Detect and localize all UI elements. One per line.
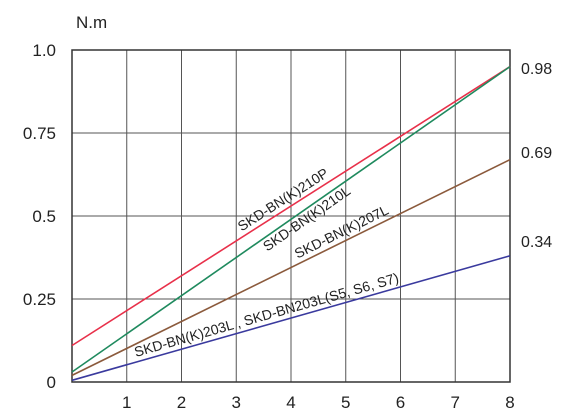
grid-lines bbox=[72, 50, 510, 382]
series-line bbox=[71, 65, 511, 347]
y-tick-label: 0.25 bbox=[23, 290, 56, 309]
y-axis-unit-label: N.m bbox=[76, 13, 107, 32]
series-lines bbox=[71, 65, 511, 382]
y-tick-label: 0 bbox=[47, 373, 56, 392]
end-value-label: 0.34 bbox=[521, 234, 552, 251]
x-tick-labels: 1 2 3 4 5 6 7 8 bbox=[122, 393, 515, 412]
x-tick-label: 1 bbox=[122, 393, 131, 412]
plot-frame bbox=[71, 49, 511, 383]
series-line bbox=[71, 65, 511, 373]
x-tick-label: 3 bbox=[232, 393, 241, 412]
x-tick-label: 2 bbox=[177, 393, 186, 412]
series-labels: SKD-BN(K)210PSKD-BN(K)210LSKD-BN(K)207LS… bbox=[132, 165, 400, 360]
series-line bbox=[71, 158, 511, 377]
series-label: SKD-BN(K)203L , SKD-BN203L(S5, S6, S7) bbox=[132, 270, 400, 360]
x-tick-label: 7 bbox=[451, 393, 460, 412]
x-tick-label: 5 bbox=[341, 393, 350, 412]
x-tick-label: 6 bbox=[396, 393, 405, 412]
y-tick-label: 1.0 bbox=[32, 41, 56, 60]
end-value-label: 0.69 bbox=[521, 145, 552, 162]
y-tick-label: 0.75 bbox=[23, 124, 56, 143]
x-tick-label: 4 bbox=[286, 393, 295, 412]
series-label: SKD-BN(K)210P bbox=[235, 165, 332, 235]
y-tick-labels: 0 0.25 0.5 0.75 1.0 bbox=[23, 41, 56, 392]
end-value-label: 0.98 bbox=[521, 61, 552, 78]
series-line bbox=[71, 255, 511, 382]
x-tick-label: 8 bbox=[505, 393, 514, 412]
end-value-labels: 0.98 0.69 0.34 bbox=[521, 61, 552, 251]
y-tick-label: 0.5 bbox=[32, 207, 56, 226]
